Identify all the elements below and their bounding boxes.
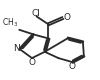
Text: Cl: Cl [31,9,40,18]
Text: CH$_3$: CH$_3$ [2,16,18,29]
Text: O: O [28,58,36,67]
Text: N: N [13,44,20,53]
Text: O: O [64,13,71,22]
Text: O: O [68,62,76,71]
